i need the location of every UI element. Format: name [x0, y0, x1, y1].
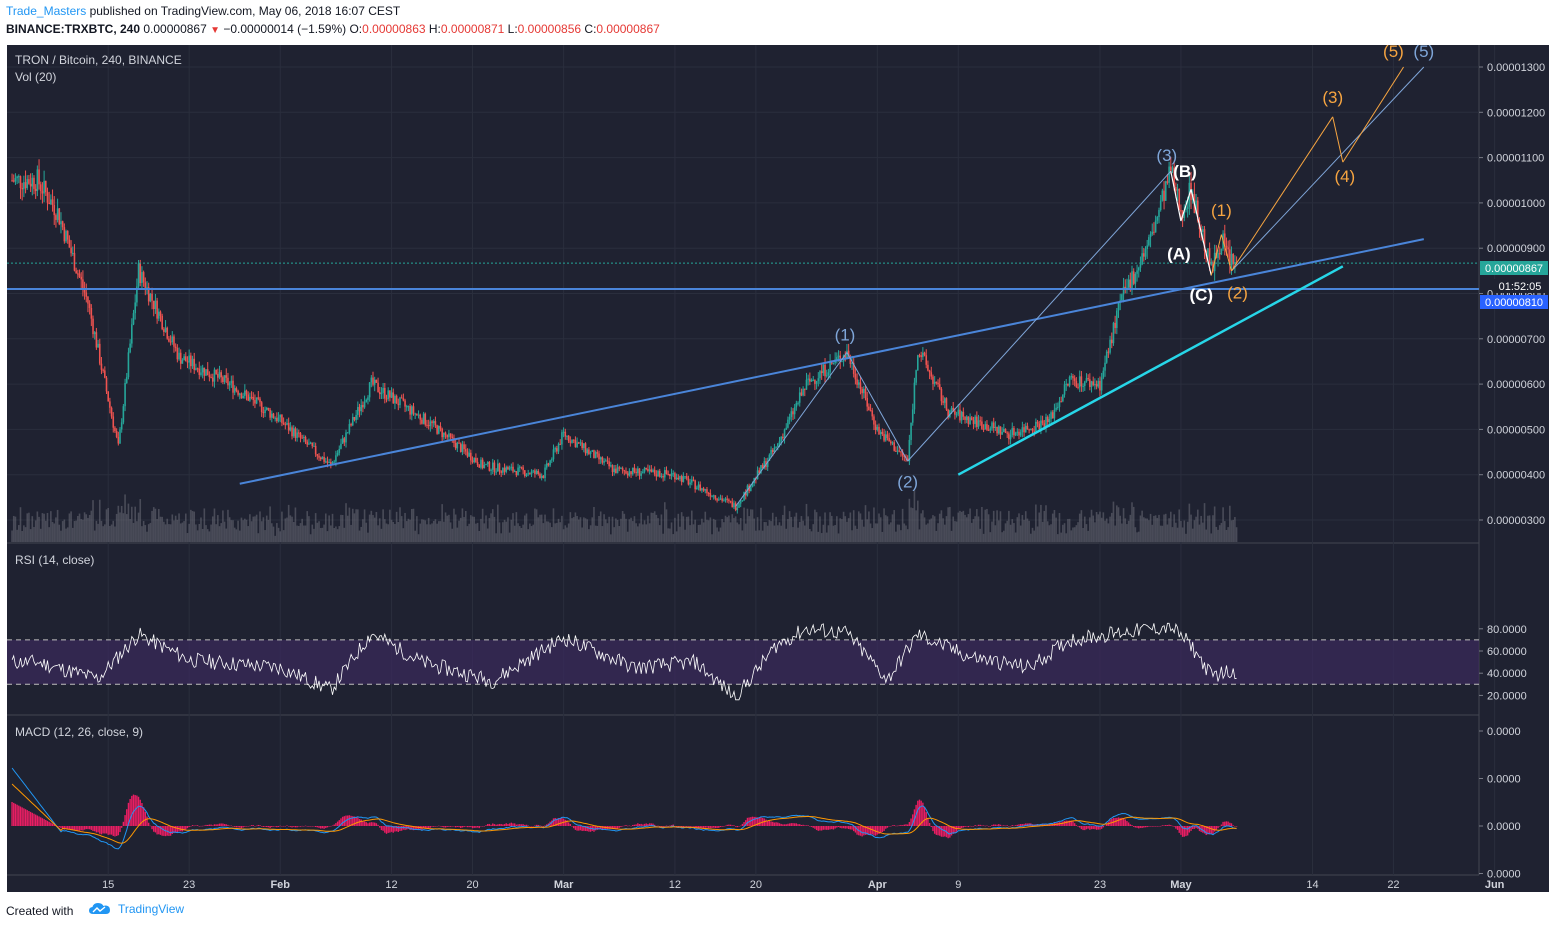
- chart-svg[interactable]: 15 23 Feb 12 20 Mar 12 20 Apr 9 23 May 14 22 Jun0.0000…: [7, 42, 1549, 892]
- publish-line: Trade_Masters published on TradingView.c…: [6, 4, 400, 18]
- created-with-text: Created with: [6, 904, 74, 918]
- macd-tick-label: 0.0000: [1487, 869, 1521, 881]
- wave-label: (3): [1322, 88, 1343, 107]
- macd-tick-label: 0.0000: [1487, 726, 1521, 738]
- last-price-tag: 0.00000867: [1485, 263, 1543, 275]
- x-tick-label: Jun: [1485, 879, 1505, 891]
- price-tags: 0.00000867 01:52:05 0.00000810: [1480, 261, 1548, 309]
- y-tick-label: 0.00001100: [1487, 153, 1544, 165]
- rsi-tick-label: 60.0000: [1487, 646, 1527, 658]
- y-tick-label: 0.00000500: [1487, 424, 1545, 436]
- wave-label: (B): [1173, 162, 1197, 181]
- x-tick-label: 12: [385, 879, 397, 891]
- y-tick-label: 0.00000400: [1487, 470, 1545, 482]
- x-tick-label: 22: [1387, 879, 1399, 891]
- footer: Created with TradingView: [0, 892, 1556, 929]
- macd-tick-label: 0.0000: [1487, 821, 1521, 833]
- x-tick-label: 9: [955, 879, 961, 891]
- tradingview-brand[interactable]: TradingView: [88, 902, 184, 916]
- chart-drawings: [7, 66, 1479, 507]
- wave-label: (5): [1413, 45, 1434, 61]
- x-tick-label: 20: [466, 879, 478, 891]
- low-label: L:: [507, 22, 518, 36]
- wave-label: (C): [1189, 285, 1213, 304]
- volume-bars: [11, 490, 1238, 542]
- high-label: H:: [428, 22, 441, 36]
- wave-label: (5): [1383, 45, 1404, 61]
- y-tick-label: 0.00000900: [1487, 243, 1545, 255]
- x-tick-label: 15: [102, 879, 114, 891]
- down-arrow-icon: ▼: [210, 25, 221, 36]
- x-tick-label: 12: [669, 879, 681, 891]
- x-tick-label: 14: [1306, 879, 1318, 891]
- symbol-info-line: BINANCE:TRXBTC, 240 0.00000867 ▼ −0.0000…: [6, 22, 660, 36]
- y-tick-label: 0.00001200: [1487, 107, 1545, 119]
- last-price: 0.00000867: [143, 22, 207, 36]
- last-price-tag-bg: [1480, 261, 1548, 275]
- rsi-tick-label: 20.0000: [1487, 690, 1527, 702]
- y-tick-label: 0.00001300: [1487, 62, 1545, 74]
- x-tick-label: Feb: [270, 879, 290, 891]
- close-value: 0.00000867: [596, 22, 660, 36]
- wave-label: (1): [835, 325, 856, 344]
- y-tick-label: 0.00000600: [1487, 379, 1545, 391]
- x-tick-label: 23: [1094, 879, 1106, 891]
- x-tick-label: Apr: [868, 879, 888, 891]
- x-tick-label: May: [1170, 879, 1192, 891]
- hline-tag: 0.00000810: [1485, 297, 1543, 309]
- open-value: 0.00000863: [362, 22, 426, 36]
- chart-area[interactable]: 15 23 Feb 12 20 Mar 12 20 Apr 9 23 May 14 22 Jun 0.0000…: [7, 42, 1549, 892]
- x-tick-label: 23: [183, 879, 195, 891]
- countdown-tag: 01:52:05: [1499, 281, 1542, 293]
- x-tick-label: 20: [750, 879, 762, 891]
- volume-title: Vol (20): [15, 70, 56, 84]
- author-link[interactable]: Trade_Masters: [6, 4, 87, 18]
- macd-tick-label: 0.0000: [1487, 774, 1521, 786]
- high-value: 0.00000871: [440, 22, 505, 36]
- y-tick-label: 0.00000300: [1487, 515, 1545, 527]
- x-tick-label: Mar: [554, 879, 574, 891]
- countdown-tag-bg: [1493, 279, 1548, 293]
- y-tick-label: 0.00000700: [1487, 334, 1545, 346]
- published-text: published on TradingView.com, May 06, 20…: [86, 4, 401, 18]
- axes: 15 23 Feb 12 20 Mar 12 20 Apr 9 23 May 14 22 Jun0.0000…: [102, 62, 1545, 891]
- cloud-logo-icon: [89, 903, 110, 914]
- symbol-label: BINANCE:TRXBTC, 240: [6, 22, 141, 36]
- price-candles: [11, 156, 1238, 514]
- wave-label: (1): [1211, 201, 1232, 220]
- price-change: −0.00000014 (−1.59%): [223, 22, 347, 36]
- wave-label: (2): [897, 473, 918, 492]
- open-label: O:: [349, 22, 363, 36]
- y-tick-label: 0.00001000: [1487, 198, 1545, 210]
- low-value: 0.00000856: [517, 22, 582, 36]
- rsi-tick-label: 40.0000: [1487, 668, 1527, 680]
- publish-header: Trade_Masters published on TradingView.c…: [0, 0, 1556, 44]
- brand-name: TradingView: [118, 902, 185, 916]
- close-label: C:: [584, 22, 597, 36]
- wave-label: (A): [1167, 245, 1191, 264]
- macd-pane-title: MACD (12, 26, close, 9): [15, 725, 143, 739]
- rsi-pane-title: RSI (14, close): [15, 553, 94, 567]
- rsi-pane: [7, 622, 1479, 701]
- hline-tag-bg: [1480, 295, 1548, 309]
- wave-label: (2): [1227, 283, 1248, 302]
- wave-label: (3): [1156, 146, 1177, 165]
- grid-lines: [7, 45, 1496, 876]
- macd-pane: [11, 767, 1238, 850]
- wave-label: (4): [1334, 167, 1355, 186]
- wave-labels: (1) (2) (3) (5) (A) (B) (C) (1) (2) (3) (4) (5): [835, 42, 1435, 492]
- main-pane-title: TRON / Bitcoin, 240, BINANCE: [15, 53, 182, 67]
- rsi-tick-label: 80.0000: [1487, 624, 1527, 636]
